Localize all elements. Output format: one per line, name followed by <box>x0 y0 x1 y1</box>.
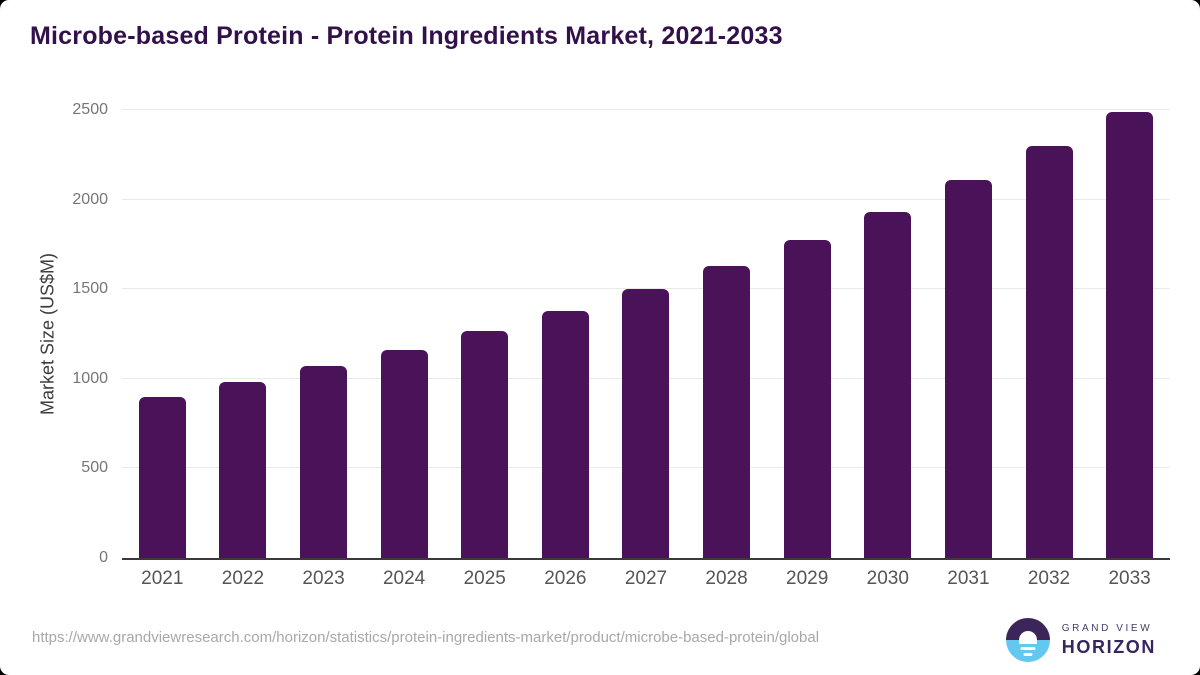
x-tick-label-2021: 2021 <box>141 568 184 589</box>
bar-slot-2031 <box>928 110 1009 558</box>
x-tick-label-2026: 2026 <box>544 568 587 589</box>
sun-stripe-shape <box>1023 653 1033 656</box>
horizon-sunrise-icon <box>1005 618 1050 662</box>
bar-2026 <box>541 310 589 558</box>
x-tick-label-2028: 2028 <box>705 568 748 589</box>
x-tick-label-2022: 2022 <box>221 568 265 589</box>
bar-2027 <box>622 289 670 558</box>
bar-slot-2030 <box>847 110 928 558</box>
sun-stripe-shape <box>1020 647 1036 650</box>
bar-slot-2028 <box>686 110 767 558</box>
logo-text-horizon: HORIZON <box>1061 636 1156 657</box>
bar-slot-2025 <box>444 110 525 558</box>
gridline-2000 <box>122 198 1170 200</box>
bar-2025 <box>461 331 509 558</box>
bar-slot-2023 <box>283 110 364 558</box>
bar-slot-2032 <box>1009 110 1090 558</box>
y-axis-tick-labels: 0 500 1000 1500 2000 2500 <box>0 101 108 566</box>
x-tick-label-2032: 2032 <box>1027 568 1071 589</box>
x-tick-label-2029: 2029 <box>786 568 829 589</box>
bar-2021 <box>138 396 186 558</box>
bar-2024 <box>380 350 428 558</box>
bar-2033 <box>1106 111 1154 558</box>
plot-area <box>122 109 1170 560</box>
bar-slot-2022 <box>203 110 284 558</box>
bar-2028 <box>703 265 751 558</box>
x-tick-label-2023: 2023 <box>302 568 345 589</box>
x-tick-label-2030: 2030 <box>866 568 909 589</box>
x-tick-label-2027: 2027 <box>624 568 668 589</box>
y-tick-label-1500: 1500 <box>72 280 108 298</box>
bar-2032 <box>1025 145 1073 558</box>
bar-slot-2026 <box>525 110 606 558</box>
source-url: https://www.grandviewresearch.com/horizo… <box>32 629 820 646</box>
bar-slot-2024 <box>364 110 445 558</box>
y-tick-label-0: 0 <box>99 549 108 566</box>
bar-slot-2033 <box>1089 110 1170 558</box>
gridline-2500 <box>122 109 1170 110</box>
bar-2022 <box>219 381 267 558</box>
y-tick-label-2500: 2500 <box>72 101 108 118</box>
x-tick-label-2031: 2031 <box>947 568 990 589</box>
gridline-1500 <box>122 288 1170 290</box>
grand-view-horizon-logo: GRAND VIEW HORIZON <box>1005 618 1156 662</box>
x-tick-label-2025: 2025 <box>463 568 506 589</box>
x-tick-label-2024: 2024 <box>382 568 426 589</box>
y-tick-label-500: 500 <box>81 459 108 477</box>
bar-2029 <box>783 239 831 558</box>
y-tick-label-1000: 1000 <box>72 369 108 387</box>
bar-2030 <box>864 212 912 558</box>
sun-dome-shape <box>1018 631 1037 644</box>
y-tick-label-2000: 2000 <box>72 190 108 208</box>
logo-text: GRAND VIEW HORIZON <box>1062 623 1156 658</box>
bar-2031 <box>944 179 992 558</box>
x-tick-label-2033: 2033 <box>1108 568 1151 589</box>
chart-title: Microbe-based Protein - Protein Ingredie… <box>30 22 783 50</box>
logo-text-grand-view: GRAND VIEW <box>1061 622 1153 634</box>
bar-slot-2029 <box>767 110 848 558</box>
bar-slot-2021 <box>122 110 203 558</box>
bar-series <box>122 110 1170 558</box>
bar-2023 <box>300 366 348 558</box>
x-axis-tick-labels: 2021 2022 2023 2024 2025 2026 2027 2028 2029 2030… <box>122 568 1170 590</box>
bar-slot-2027 <box>606 110 687 558</box>
